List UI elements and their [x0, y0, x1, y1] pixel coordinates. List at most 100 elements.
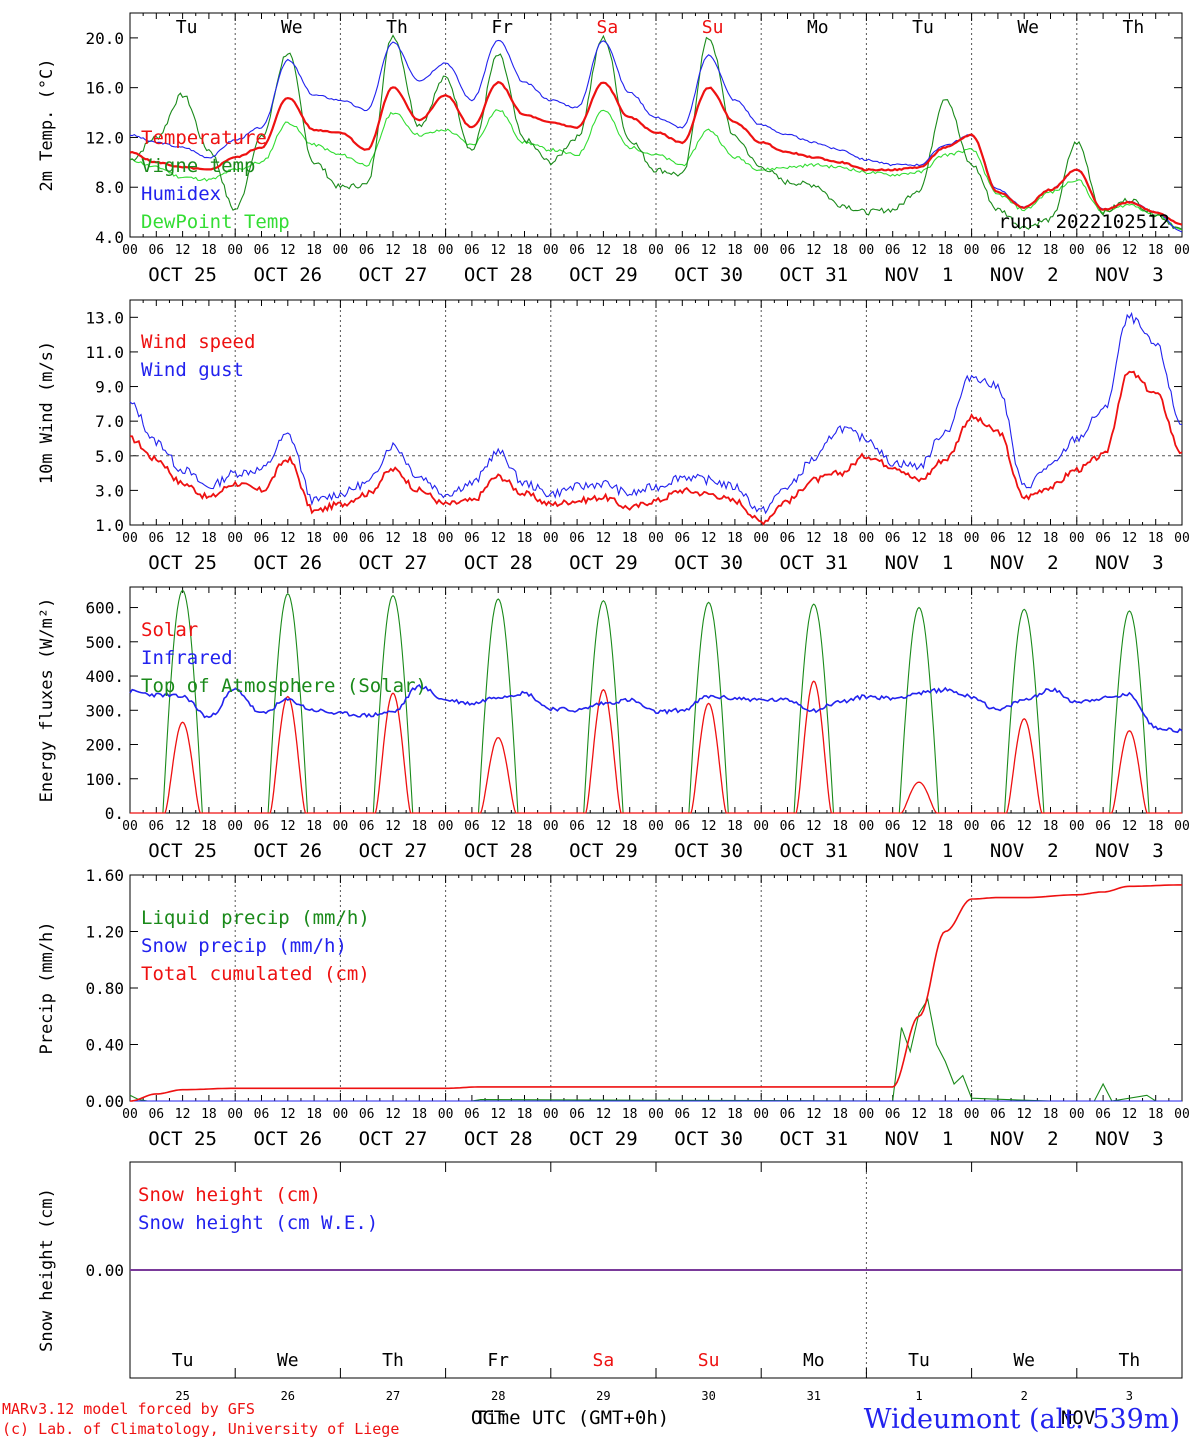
wind-date-label: OCT 30 [674, 552, 743, 574]
temp-hour-label: 00 [1069, 243, 1085, 258]
temp-hour-label: 18 [1043, 243, 1059, 258]
energy-hour-label: 12 [806, 819, 822, 834]
wind-date-label: NOV 1 [885, 552, 954, 574]
temp-hour-label: 00 [1174, 243, 1190, 258]
time-axis-label: Time UTC (GMT+0h) [475, 1407, 669, 1429]
wind-hour-label: 00 [859, 531, 875, 546]
precip-date-label: OCT 28 [464, 1128, 533, 1150]
temp-hour-label: 00 [859, 243, 875, 258]
temp-hour-label: 18 [201, 243, 217, 258]
energy-hour-label: 06 [1095, 819, 1111, 834]
precip-date-label: OCT 30 [674, 1128, 743, 1150]
wind-hour-label: 12 [1016, 531, 1032, 546]
energy-hour-label: 18 [622, 819, 638, 834]
energy-hour-label: 18 [306, 819, 322, 834]
energy-hour-label: 18 [411, 819, 427, 834]
energy-date-label: OCT 29 [569, 840, 638, 862]
temp-hour-label: 06 [148, 243, 164, 258]
temp-date-label: OCT 28 [464, 264, 533, 286]
temp-hour-label: 00 [438, 243, 454, 258]
wind-hour-label: 06 [464, 531, 480, 546]
energy-panel: 00 06 12 18 OCT 25 00 06 12 18 OCT 26 00 06 12 18 OCT … [37, 586, 1190, 862]
wind-hour-label: 00 [122, 531, 138, 546]
temp-hour-label: 18 [517, 243, 533, 258]
energy-hour-label: 18 [937, 819, 953, 834]
wind-hour-label: 12 [701, 531, 717, 546]
energy-hour-label: 12 [1016, 819, 1032, 834]
wind-hour-label: 00 [333, 531, 349, 546]
temp-date-label: OCT 31 [779, 264, 848, 286]
wind-hour-label: 00 [753, 531, 769, 546]
energy-date-label: OCT 25 [148, 840, 217, 862]
precip-hour-label: 06 [569, 1107, 585, 1122]
precip-hour-label: 06 [254, 1107, 270, 1122]
snow-day-number: 26 [281, 1389, 295, 1403]
temp-hour-label: 18 [937, 243, 953, 258]
wind-hour-label: 12 [1122, 531, 1138, 546]
energy-hour-label: 06 [254, 819, 270, 834]
precip-legend-snow-precip-mm-h-: Snow precip (mm/h) [141, 935, 347, 957]
precip-hour-label: 00 [333, 1107, 349, 1122]
temp-lines [130, 34, 1182, 233]
wind-hour-label: 00 [648, 531, 664, 546]
temp-weekday-label: Fr [491, 17, 513, 38]
energy-hour-label: 06 [990, 819, 1006, 834]
energy-y-tick-label: 600. [85, 599, 124, 618]
wind-legend-wind-speed: Wind speed [141, 331, 255, 353]
snow-weekday-label: Fr [487, 1350, 509, 1371]
energy-hour-label: 00 [122, 819, 138, 834]
precip-hour-label: 12 [701, 1107, 717, 1122]
wind-hour-label: 06 [990, 531, 1006, 546]
precip-hour-label: 06 [885, 1107, 901, 1122]
wind-hour-label: 18 [306, 531, 322, 546]
wind-hour-label: 12 [490, 531, 506, 546]
precip-hour-label: 12 [1122, 1107, 1138, 1122]
energy-hour-label: 00 [753, 819, 769, 834]
temp-hour-label: 12 [806, 243, 822, 258]
temp-hour-label: 18 [727, 243, 743, 258]
precip-hour-label: 06 [464, 1107, 480, 1122]
energy-hour-label: 12 [385, 819, 401, 834]
wind-legend-wind-gust: Wind gust [141, 359, 244, 381]
temp-hour-label: 06 [569, 243, 585, 258]
precip-hour-label: 12 [280, 1107, 296, 1122]
energy-legend-top-of-atmosphere-solar-: Top of Atmosphere (Solar) [141, 675, 427, 697]
precip-hour-label: 12 [806, 1107, 822, 1122]
wind-hour-label: 00 [1174, 531, 1190, 546]
precip-y-tick-label: 1.60 [85, 866, 124, 885]
precip-hour-label: 18 [832, 1107, 848, 1122]
energy-hour-label: 00 [964, 819, 980, 834]
wind-hour-label: 12 [385, 531, 401, 546]
temp-hour-label: 00 [964, 243, 980, 258]
infrared-series [129, 684, 1183, 734]
precip-hour-label: 00 [648, 1107, 664, 1122]
snow-day-number: 29 [596, 1389, 610, 1403]
temp-y-tick-label: 16.0 [85, 79, 124, 98]
temp-hour-label: 06 [1095, 243, 1111, 258]
temp-hour-label: 12 [1016, 243, 1032, 258]
precip-hour-label: 00 [122, 1107, 138, 1122]
wind-y-tick-label: 5.0 [95, 447, 124, 466]
precip-hour-label: 18 [727, 1107, 743, 1122]
precip-hour-label: 18 [1148, 1107, 1164, 1122]
temp-date-label: NOV 1 [885, 264, 954, 286]
temp-legend-vigne-temp: Vigne temp [141, 155, 255, 177]
temp-hour-label: 12 [596, 243, 612, 258]
temp-weekday-label: Tu [912, 17, 934, 38]
energy-hour-label: 12 [280, 819, 296, 834]
temp-hour-label: 06 [885, 243, 901, 258]
wind-hour-label: 18 [1043, 531, 1059, 546]
temp-hour-label: 12 [175, 243, 191, 258]
precip-date-label: NOV 2 [990, 1128, 1059, 1150]
wind-hour-label: 18 [1148, 531, 1164, 546]
temp-weekday-label: Sa [597, 17, 619, 38]
snow-y-tick-label: 0.00 [85, 1261, 124, 1280]
energy-hour-label: 18 [832, 819, 848, 834]
temp-hour-label: 00 [227, 243, 243, 258]
wind-hour-label: 06 [1095, 531, 1111, 546]
energy-y-tick-label: 200. [85, 736, 124, 755]
temp-hour-label: 12 [701, 243, 717, 258]
energy-date-label: OCT 28 [464, 840, 533, 862]
precip-hour-label: 00 [438, 1107, 454, 1122]
